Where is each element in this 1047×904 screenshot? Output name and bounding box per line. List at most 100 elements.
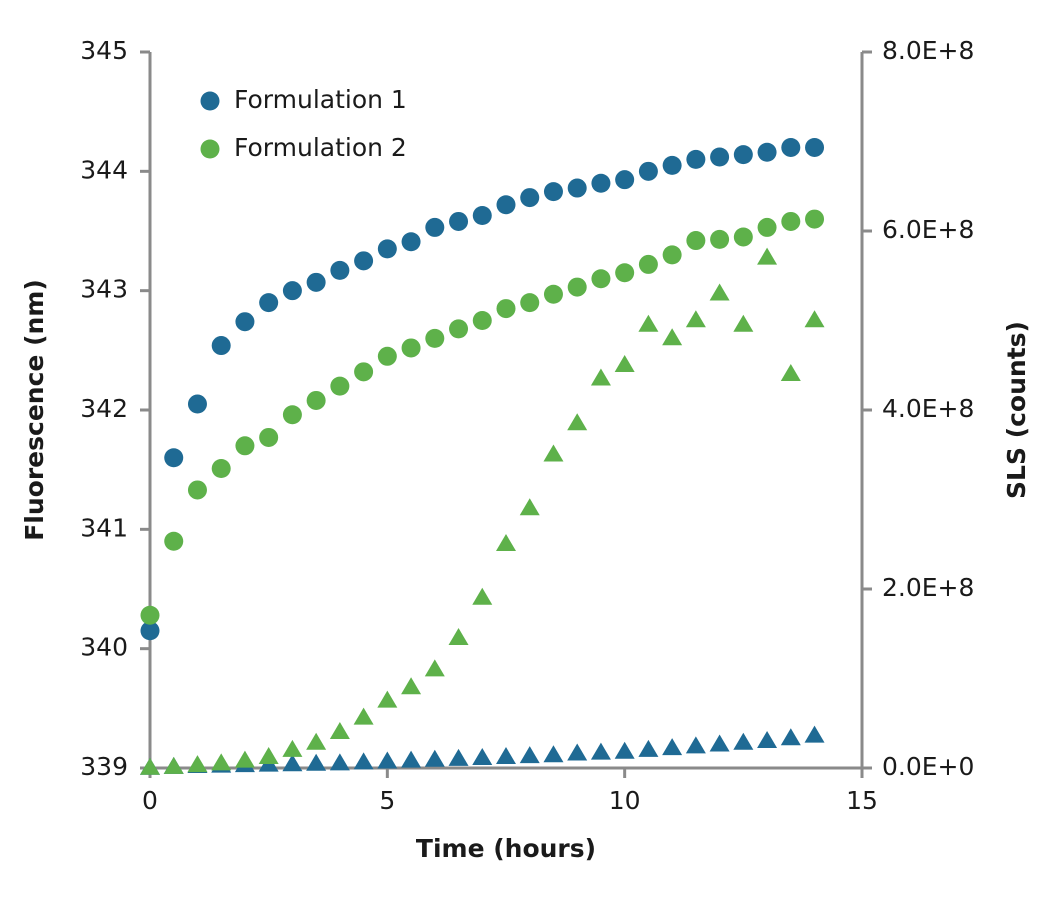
circle-point	[615, 170, 635, 190]
y-tick-label: 342	[80, 394, 128, 423]
triangle-point	[590, 742, 611, 760]
circle-point	[472, 205, 492, 225]
triangle-point	[282, 754, 303, 772]
circle-point	[330, 376, 350, 396]
circle-point	[401, 232, 421, 252]
x-tick-label: 0	[142, 786, 158, 815]
y-tick-label: 341	[80, 513, 128, 542]
circle-point	[401, 338, 421, 358]
triangle-point	[685, 310, 706, 328]
triangle-point	[780, 728, 801, 746]
circle-point	[449, 319, 469, 339]
y-axis-title: Fluorescence (nm)	[20, 279, 49, 541]
circle-point	[425, 328, 445, 348]
triangle-point	[496, 534, 516, 552]
triangle-point	[496, 747, 516, 765]
circle-point	[164, 448, 184, 468]
triangle-point	[140, 757, 160, 775]
circle-point	[354, 362, 374, 382]
legend-marker	[200, 139, 220, 159]
circle-point	[567, 178, 587, 198]
y-tick-label: 343	[80, 275, 128, 304]
x-tick-label: 15	[846, 786, 878, 815]
triangle-point	[401, 677, 422, 695]
triangle-point	[757, 730, 778, 748]
circle-point	[757, 142, 777, 162]
circle-point	[638, 254, 658, 274]
circle-point	[235, 436, 255, 456]
triangle-point	[377, 690, 398, 708]
circle-point	[710, 229, 730, 249]
triangle-point	[353, 752, 374, 770]
y2-tick-label: 8.0E+8	[882, 36, 974, 65]
triangle-point	[234, 750, 255, 768]
circle-point	[710, 147, 730, 167]
triangle-point	[543, 444, 564, 462]
triangle-point	[567, 743, 588, 761]
triangle-point	[519, 498, 540, 516]
circle-point	[591, 269, 611, 289]
circle-point	[496, 195, 516, 215]
circle-point	[211, 336, 231, 356]
circle-point	[757, 217, 777, 237]
triangle-point	[448, 628, 469, 646]
y-tick-label: 340	[80, 633, 128, 662]
circle-point	[306, 390, 326, 410]
legend-label: Formulation 1	[234, 85, 407, 114]
circle-point	[686, 149, 706, 169]
circle-point	[591, 173, 611, 193]
triangle-point	[163, 756, 184, 774]
circle-point	[567, 277, 587, 297]
triangle-point	[472, 747, 493, 765]
triangle-point	[353, 707, 374, 725]
circle-point	[211, 458, 231, 478]
circle-point	[140, 621, 160, 641]
circle-point	[164, 531, 184, 551]
circle-point	[638, 161, 658, 181]
circle-point	[543, 284, 563, 304]
triangle-point	[662, 328, 683, 346]
circle-point	[282, 281, 302, 301]
y-tick-label: 339	[80, 752, 128, 781]
y-tick-label: 345	[80, 36, 128, 65]
circle-point	[187, 480, 207, 500]
triangle-point	[401, 750, 422, 768]
y-tick-label: 344	[80, 155, 128, 184]
triangle-point	[733, 314, 754, 332]
triangle-point	[638, 314, 659, 332]
circle-point	[615, 263, 635, 283]
circle-point	[472, 311, 492, 330]
x-tick-label: 10	[609, 786, 641, 815]
circle-point	[425, 217, 445, 237]
triangle-point	[733, 732, 754, 750]
circle-point	[282, 405, 302, 425]
y2-tick-label: 6.0E+8	[882, 215, 974, 244]
x-axis-title: Time (hours)	[416, 834, 596, 863]
circle-point	[449, 211, 469, 231]
triangle-point	[804, 310, 825, 328]
triangle-point	[306, 732, 327, 750]
circle-point	[686, 231, 706, 251]
triangle-point	[448, 748, 469, 766]
circle-point	[187, 394, 207, 414]
x-tick-label: 5	[379, 786, 395, 815]
circle-point	[496, 299, 516, 319]
circle-point	[805, 209, 825, 229]
circle-point	[781, 211, 801, 231]
legend-label: Formulation 2	[234, 133, 407, 162]
triangle-point	[329, 753, 350, 771]
circle-point	[330, 260, 350, 280]
y2-tick-label: 0.0E+0	[882, 752, 974, 781]
legend-marker	[200, 91, 220, 111]
circle-point	[805, 137, 825, 157]
triangle-point	[424, 659, 445, 677]
triangle-point	[638, 739, 659, 757]
triangle-point	[780, 364, 801, 381]
triangle-point	[329, 722, 350, 739]
triangle-point	[685, 736, 706, 754]
triangle-point	[757, 247, 778, 265]
triangle-point	[519, 746, 540, 764]
triangle-point	[614, 741, 635, 759]
triangle-point	[258, 747, 279, 765]
